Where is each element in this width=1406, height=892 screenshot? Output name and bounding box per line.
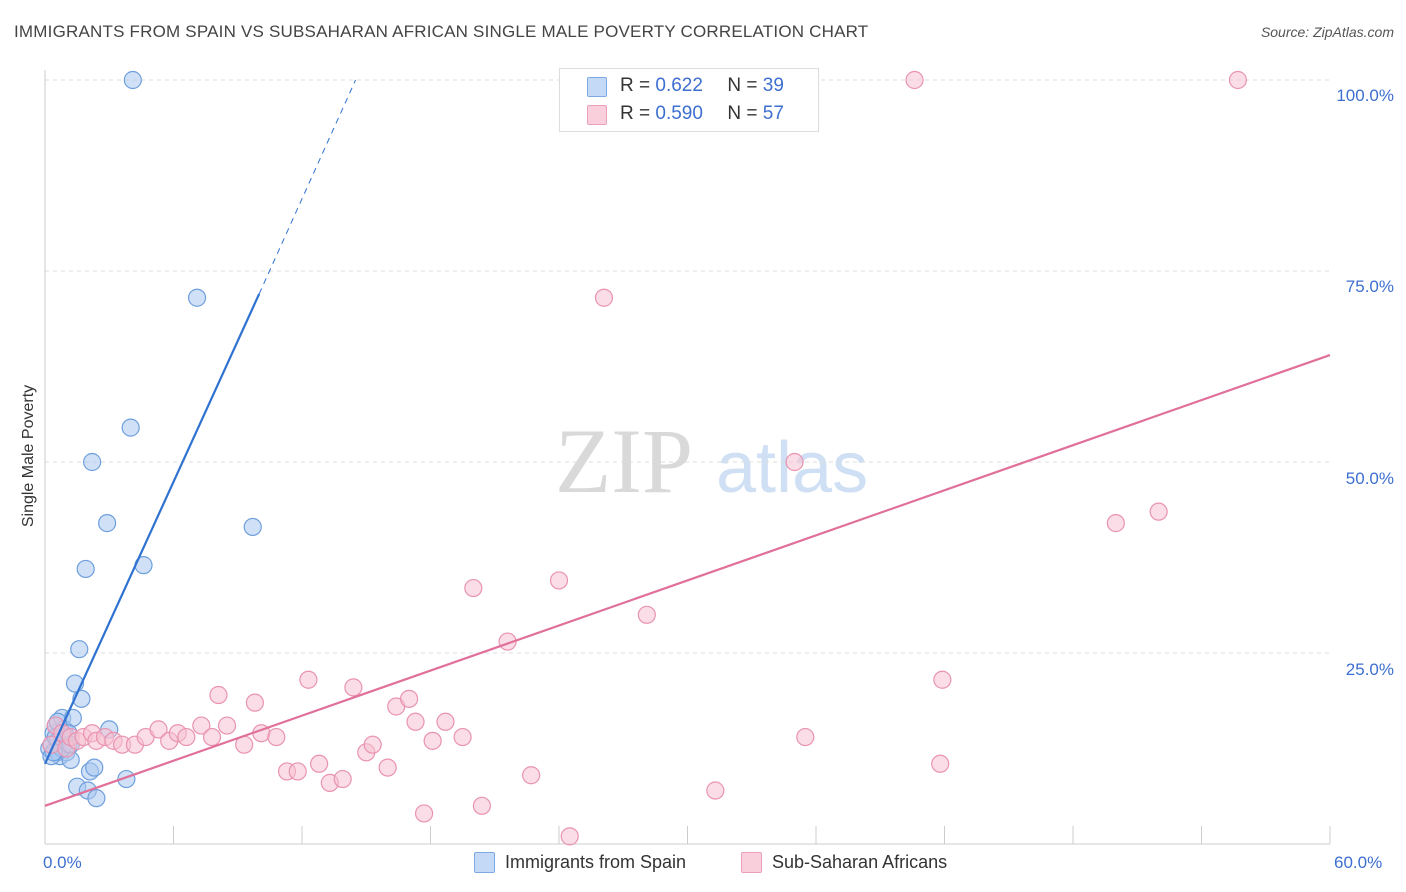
point-spain	[187, 288, 207, 307]
point-africans	[202, 727, 222, 747]
point-africans	[1228, 70, 1248, 90]
point-africans	[406, 712, 425, 731]
legend-row-spain: R = 0.622 N = 39	[620, 74, 784, 98]
legend-n-value: 39	[762, 75, 784, 96]
y-tick-label-50: 50.0%	[1345, 469, 1394, 488]
legend-r-value: 0.590	[655, 103, 703, 124]
watermark-zip: ZIP	[555, 410, 693, 512]
trendline-africans	[44, 354, 1331, 807]
point-spain	[70, 640, 89, 659]
point-spain	[121, 418, 140, 437]
point-africans	[637, 605, 656, 624]
legend-label-africans: Sub-Saharan Africans	[772, 852, 948, 872]
point-africans	[1149, 502, 1168, 521]
point-africans	[149, 720, 168, 739]
point-africans	[594, 288, 614, 307]
point-africans	[344, 678, 363, 697]
chart-source: Source: ZipAtlas.com	[1260, 24, 1394, 40]
point-africans	[549, 571, 569, 590]
point-africans	[217, 716, 237, 735]
point-africans	[423, 731, 442, 750]
point-africans	[267, 727, 286, 747]
point-africans	[209, 685, 228, 705]
point-africans	[796, 727, 815, 747]
point-spain	[243, 517, 262, 537]
point-africans	[706, 781, 725, 800]
chart-title: IMMIGRANTS FROM SPAIN VS SUBSAHARAN AFRI…	[14, 22, 869, 41]
point-africans	[299, 670, 318, 689]
point-spain	[87, 789, 106, 808]
legend-n-label: N =	[727, 103, 758, 124]
point-spain	[85, 758, 104, 777]
point-spain	[98, 514, 117, 533]
point-africans	[192, 716, 211, 735]
point-africans	[310, 754, 329, 773]
point-africans	[378, 758, 397, 777]
legend-item-africans: Sub-Saharan Africans	[741, 852, 947, 873]
series-legend: Immigrants from Spain Sub-Saharan Africa…	[0, 852, 1406, 876]
point-africans	[333, 769, 352, 789]
legend-n-value: 57	[762, 103, 784, 124]
point-africans	[1106, 514, 1125, 533]
point-africans	[472, 796, 491, 815]
point-africans	[785, 452, 804, 472]
point-africans	[245, 693, 264, 712]
legend-r-value: 0.622	[655, 75, 703, 96]
point-africans	[931, 754, 950, 773]
legend-swatch-spain	[474, 852, 495, 873]
point-africans	[560, 827, 579, 846]
point-spain	[123, 70, 142, 90]
legend-swatch-pink	[587, 105, 607, 125]
y-tick-label-75: 75.0%	[1345, 277, 1394, 296]
legend-r-label: R =	[620, 75, 651, 96]
y-tick-label-25: 25.0%	[1345, 660, 1394, 679]
point-africans	[288, 762, 307, 781]
point-africans	[464, 578, 483, 598]
point-africans	[414, 804, 434, 823]
point-africans	[177, 727, 196, 747]
legend-swatch-africans	[741, 852, 762, 873]
point-africans	[399, 689, 419, 708]
point-spain	[76, 559, 95, 579]
x-tick-label-max: 60.0%	[1334, 853, 1383, 872]
point-spain	[83, 452, 102, 472]
legend-label-spain: Immigrants from Spain	[505, 852, 687, 872]
point-africans	[905, 70, 924, 90]
point-africans	[436, 712, 455, 731]
legend-n-label: N =	[727, 75, 758, 96]
x-tick-label-min: 0.0%	[43, 853, 82, 872]
point-africans	[933, 670, 952, 689]
legend-r-label: R =	[620, 103, 651, 124]
y-tick-label-100: 100.0%	[1336, 86, 1394, 105]
point-africans	[363, 735, 382, 754]
legend-item-spain: Immigrants from Spain	[474, 852, 686, 873]
stats-legend: R = 0.622 N = 39 R = 0.590 N = 57	[559, 68, 819, 132]
trendline-spain	[43, 293, 261, 765]
legend-row-africans: R = 0.590 N = 57	[620, 102, 784, 126]
point-africans	[522, 766, 541, 785]
point-africans	[453, 727, 472, 747]
trendline-spain-extension	[258, 79, 356, 295]
legend-swatch-blue	[587, 77, 607, 97]
